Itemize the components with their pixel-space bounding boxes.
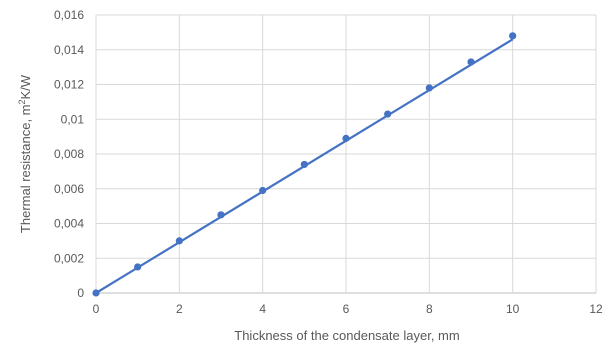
x-tick-label: 8 [426,302,433,316]
data-point [301,161,308,168]
y-axis-title-main: Thermal resistance, m [18,104,33,233]
y-tick-label: 0,008 [54,147,84,161]
data-point [509,32,516,39]
y-tick-label: 0,016 [54,8,84,22]
y-tick-label: 0,014 [54,43,84,57]
data-point [176,237,183,244]
data-point [342,135,349,142]
data-point [384,110,391,117]
data-point [467,58,474,65]
y-tick-label: 0,004 [54,217,84,231]
y-axis-title-tail: K/W [18,74,33,99]
data-point [92,289,99,296]
y-axis-title: Thermal resistance, m2K/W [17,74,33,233]
x-tick-label: 10 [506,302,520,316]
y-axis-ticks: 0 0,002 0,004 0,006 0,008 0,01 0,012 0,014 0,016 [54,8,84,300]
y-tick-label: 0,002 [54,251,84,265]
x-tick-label: 6 [343,302,350,316]
data-point [134,263,141,270]
data-point [426,84,433,91]
x-axis-ticks: 0 2 4 6 8 10 12 [93,302,603,316]
x-tick-label: 4 [259,302,266,316]
x-tick-label: 2 [176,302,183,316]
x-tick-label: 12 [589,302,603,316]
y-tick-label: 0 [77,286,84,300]
y-tick-label: 0,006 [54,182,84,196]
data-point [259,187,266,194]
x-tick-label: 0 [93,302,100,316]
y-tick-label: 0,012 [54,78,84,92]
gridlines [96,15,596,293]
data-point [217,211,224,218]
x-axis-title: Thickness of the condensate layer, mm [234,328,459,343]
y-tick-label: 0,01 [61,112,85,126]
